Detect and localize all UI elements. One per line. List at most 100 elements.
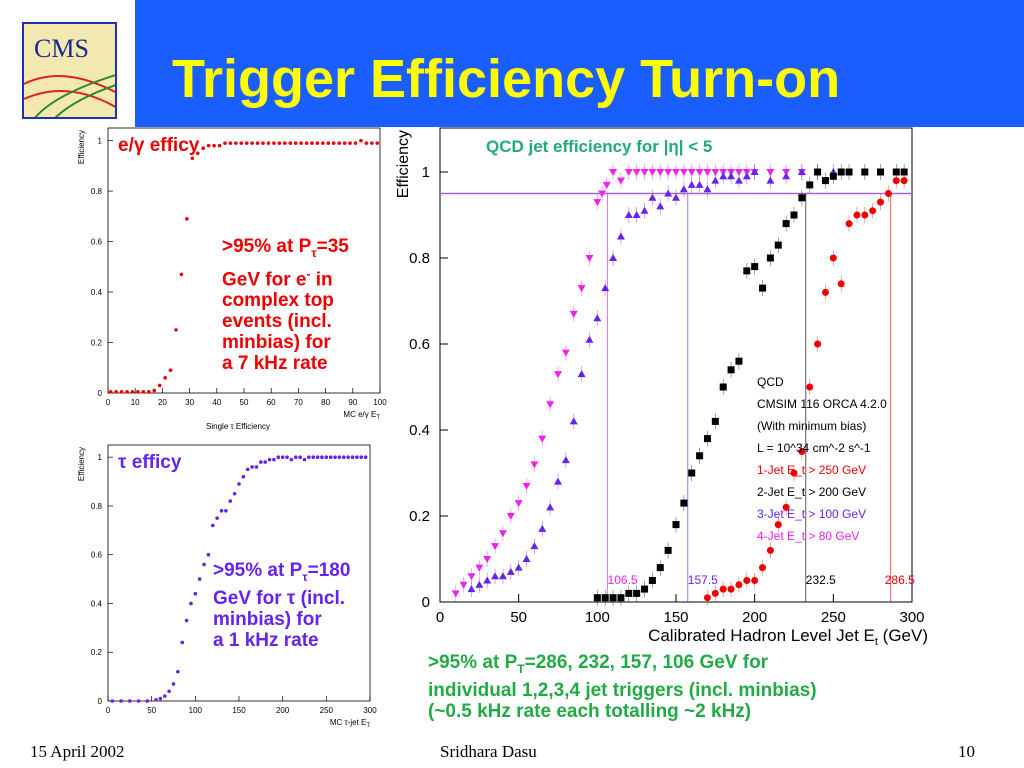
data-point [530,461,539,469]
data-point [577,285,586,293]
data-point [648,193,657,201]
data-point [877,198,885,206]
data-point [337,455,342,459]
data-point [640,206,649,214]
data-point [311,455,316,459]
data-point [672,169,680,176]
data-point [215,516,219,520]
data-point [202,562,206,567]
data-point [806,383,814,391]
data-point [498,572,507,580]
data-point [861,211,869,219]
data-point [829,254,837,262]
data-point [239,141,244,145]
data-point [328,455,333,459]
y-tick-label: 0 [422,594,430,611]
data-point [624,169,633,176]
data-point [272,457,276,462]
data-point [727,366,735,374]
data-point [289,457,294,462]
footer-date: 15 April 2002 [30,742,125,761]
data-point [742,172,751,180]
data-point [467,585,476,593]
data-point [632,169,641,176]
data-point [195,151,200,156]
x-tick-label: 150 [232,706,246,715]
x-tick-label: 60 [267,398,276,407]
data-point [346,455,350,459]
data-point [206,143,211,148]
data-point [632,211,641,218]
y-tick-label: 0 [98,697,103,706]
data-point [272,141,276,145]
data-point [640,169,649,176]
data-point [727,172,736,180]
data-point [751,577,759,584]
data-point [664,546,672,554]
data-point [114,389,118,394]
data-point [695,180,704,188]
data-point [326,141,331,145]
data-point [624,211,633,218]
x-tick-label: 200 [276,706,290,715]
cms-logo: CMS [22,22,117,119]
data-point [307,455,311,459]
data-point [211,523,215,528]
data-point [171,682,176,686]
data-point [719,172,728,180]
data-point [734,169,743,176]
y-tick-label: 0.8 [91,502,103,511]
data-point [320,455,324,459]
data-point [179,272,184,277]
data-point [304,141,309,145]
y-tick-label: 0.8 [409,250,430,267]
data-point [593,199,602,207]
data-point [766,254,774,262]
x-tick-label: 20 [158,398,167,407]
data-point [727,585,735,593]
data-point [375,141,380,145]
y-tick-label: 0.2 [91,339,103,348]
data-point [554,477,562,485]
data-point [782,503,790,511]
data-point [255,141,260,145]
x-tick-label: 100 [189,706,203,715]
data-point [766,546,774,554]
data-point [241,474,246,479]
data-point [359,455,364,459]
data-point [703,435,711,443]
legend-entry: 2-Jet E_t > 200 GeV [757,485,866,499]
data-point [900,177,908,185]
y-tick-label: 0.6 [91,238,103,247]
data-point [609,594,617,602]
data-point [664,189,673,197]
data-point [145,699,150,703]
data-point [687,180,696,188]
x-tick-label: 250 [320,706,334,715]
data-point [353,141,358,145]
x-tick-label: 50 [147,706,156,715]
data-point [136,389,140,394]
data-point [837,168,845,176]
data-point [250,465,254,469]
data-point [491,543,500,551]
data-point [625,589,633,597]
data-point [293,455,298,459]
data-point [119,699,123,703]
y-tick-label: 0.4 [409,422,430,439]
data-point [237,482,241,486]
x-tick-label: 30 [185,398,194,407]
data-point [217,143,222,148]
data-point [302,457,307,462]
footer-page-number: 10 [958,742,975,761]
data-point [299,141,303,145]
data-point [648,169,657,176]
data-point [743,267,751,275]
legend-entry: 3-Jet E_t > 100 GeV [757,507,866,521]
data-point [735,581,743,589]
y-tick-label: 0.6 [409,336,430,353]
data-point [110,699,115,703]
data-point [125,389,129,394]
